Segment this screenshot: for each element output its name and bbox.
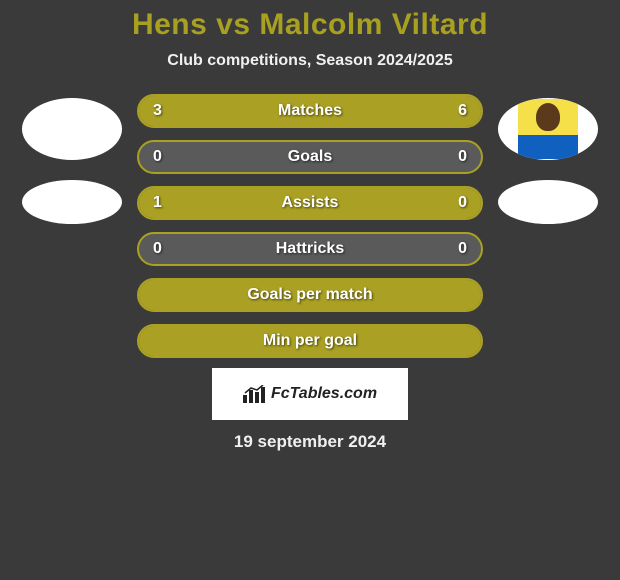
subtitle: Club competitions, Season 2024/2025 [0,52,620,70]
stat-label: Matches [278,102,342,120]
stat-row: 1 0 Assists [137,186,483,220]
stat-row: Goals per match [137,278,483,312]
stat-row: 0 0 Goals [137,140,483,174]
stat-value-left: 3 [153,102,162,120]
stat-label: Hattricks [276,240,344,258]
comparison-card: Hens vs Malcolm Viltard Club competition… [0,0,620,452]
player-right-avatar [498,98,598,160]
stat-row: 3 6 Matches [137,94,483,128]
stat-value-left: 0 [153,240,162,258]
logo-text: FcTables.com [271,385,377,403]
stat-value-left: 1 [153,194,162,212]
source-logo: FcTables.com [212,368,408,420]
stat-label: Assists [282,194,339,212]
stat-label: Min per goal [263,332,357,350]
stat-value-right: 6 [458,102,467,120]
bar-chart-icon [243,385,265,403]
stat-row: 0 0 Hattricks [137,232,483,266]
date-text: 19 september 2024 [0,432,620,452]
avatar-face [536,103,560,131]
stat-value-right: 0 [458,240,467,258]
avatar-shirt [518,99,578,159]
stat-value-right: 0 [458,148,467,166]
stat-fill-right [399,188,481,218]
page-title: Hens vs Malcolm Viltard [0,8,620,42]
stat-label: Goals per match [247,286,372,304]
stat-value-right: 0 [458,194,467,212]
player-left-badge [22,180,122,224]
player-right-col [493,94,603,224]
stat-fill-left [139,188,399,218]
stat-row: Min per goal [137,324,483,358]
player-right-badge [498,180,598,224]
stat-value-left: 0 [153,148,162,166]
player-left-col [17,94,127,224]
stat-label: Goals [288,148,332,166]
stats-column: 3 6 Matches 0 0 Goals 1 0 Assists 0 0 Hattricks Goal… [137,94,483,358]
main-area: 3 6 Matches 0 0 Goals 1 0 Assists 0 0 Hattricks Goal… [0,94,620,358]
player-left-avatar [22,98,122,160]
